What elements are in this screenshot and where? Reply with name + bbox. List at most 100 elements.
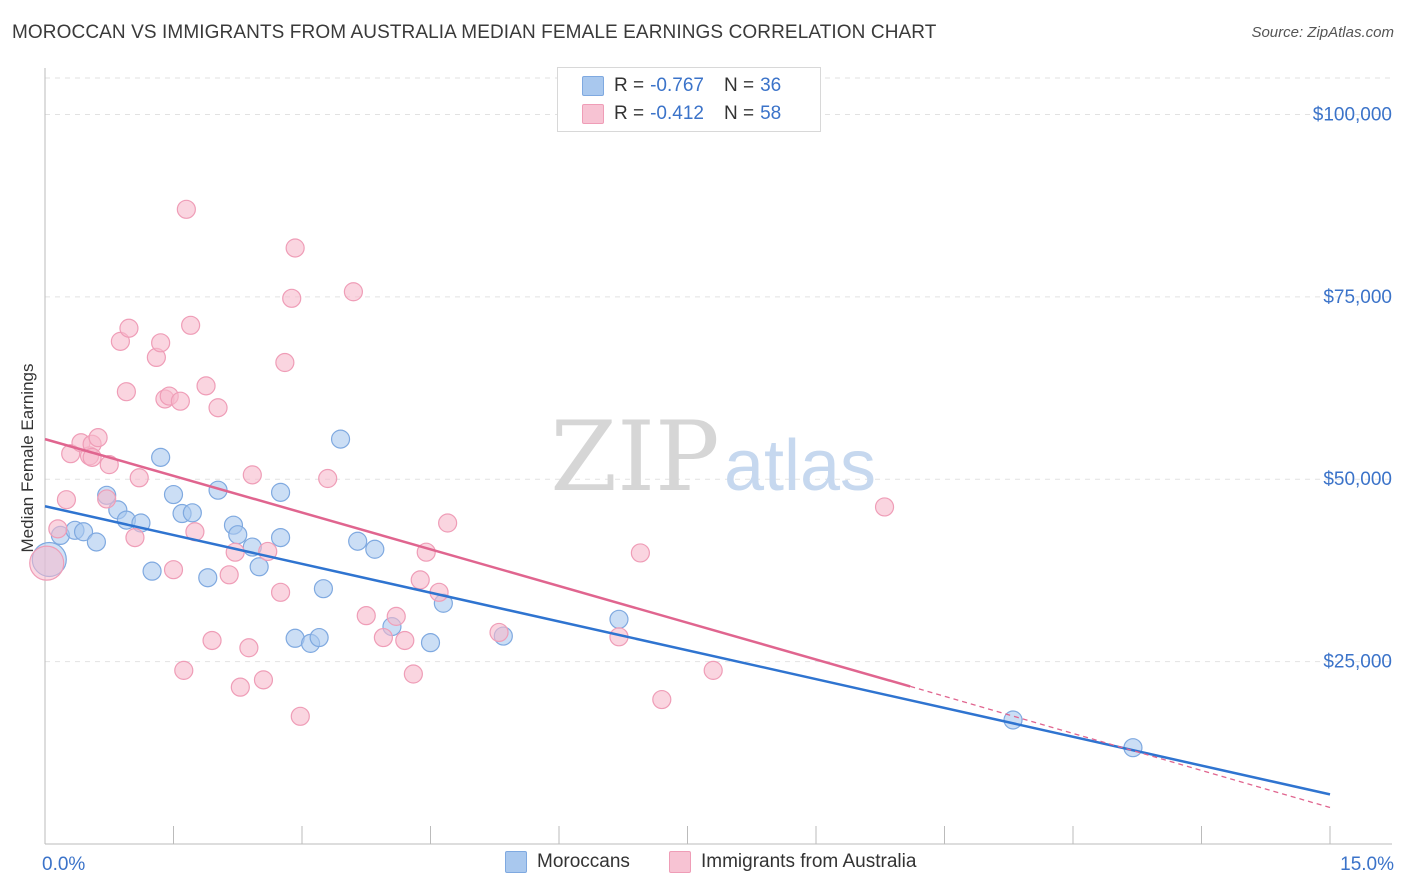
bottom-legend-label-moroccans: Moroccans xyxy=(537,851,630,872)
point-moroccans xyxy=(270,482,291,502)
point-australia xyxy=(125,527,145,548)
point-australia xyxy=(219,565,239,585)
point-moroccans xyxy=(420,633,441,653)
point-australia xyxy=(129,468,149,488)
legend-r-label: R = xyxy=(614,103,645,124)
legend-r-label: R = xyxy=(614,75,645,96)
point-moroccans xyxy=(365,539,385,559)
point-moroccans xyxy=(609,609,629,629)
point-moroccans xyxy=(270,527,291,548)
point-australia xyxy=(282,288,302,308)
point-australia xyxy=(395,630,415,651)
legend-n-value-australia: 58 xyxy=(760,103,782,124)
y-tick-label: $25,000 xyxy=(1323,652,1392,673)
point-australia xyxy=(285,238,305,258)
point-moroccans xyxy=(348,531,368,551)
source-label: Source: ZipAtlas.com xyxy=(1251,24,1394,41)
trend-line-australia xyxy=(44,437,911,688)
point-australia xyxy=(119,318,139,338)
point-australia xyxy=(239,638,259,658)
legend-row-moroccans: R = -0.767 N = 36 xyxy=(582,75,782,97)
point-australia xyxy=(48,519,68,539)
point-moroccans xyxy=(182,503,202,523)
point-australia xyxy=(270,582,291,602)
point-australia xyxy=(652,689,672,710)
axes xyxy=(44,68,1392,845)
bottom-legend-swatch-moroccans xyxy=(505,851,527,873)
x-tick-label-max: 15.0% xyxy=(1340,854,1394,875)
point-australia xyxy=(225,542,245,562)
trend-lines xyxy=(44,437,1331,809)
point-moroccans xyxy=(198,568,218,588)
point-moroccans xyxy=(228,525,248,545)
point-australia xyxy=(290,706,310,726)
point-australia xyxy=(208,398,228,418)
point-australia xyxy=(318,468,338,489)
point-australia xyxy=(410,570,430,590)
y-tick-label: $50,000 xyxy=(1323,469,1392,490)
point-moroccans xyxy=(249,557,269,577)
chart-title: MOROCCAN VS IMMIGRANTS FROM AUSTRALIA ME… xyxy=(12,22,937,43)
y-tick-label: $100,000 xyxy=(1313,104,1392,125)
point-australia xyxy=(88,428,108,448)
point-australia xyxy=(163,560,184,580)
point-australia xyxy=(29,545,65,581)
bottom-legend-label-australia: Immigrants from Australia xyxy=(701,851,917,872)
point-australia xyxy=(97,489,117,509)
legend-r-value-moroccans: -0.767 xyxy=(650,75,704,96)
point-australia xyxy=(489,622,509,643)
legend-row-australia: R = -0.412 N = 58 xyxy=(582,103,782,125)
point-australia xyxy=(343,282,363,302)
point-australia xyxy=(230,677,250,697)
point-australia xyxy=(275,352,295,373)
point-australia xyxy=(438,513,458,533)
point-australia xyxy=(630,543,650,563)
y-tick-label: $75,000 xyxy=(1323,287,1392,308)
watermark-atlas: atlas xyxy=(724,426,876,506)
point-australia xyxy=(174,660,194,680)
point-moroccans xyxy=(163,484,184,505)
x-tick-label-min: 0.0% xyxy=(42,854,85,875)
point-moroccans xyxy=(142,561,162,581)
point-australia xyxy=(176,199,196,219)
watermark-zip: ZIP xyxy=(550,401,719,513)
point-australia xyxy=(403,664,423,684)
point-australia xyxy=(151,333,171,353)
point-australia xyxy=(386,606,406,626)
point-moroccans xyxy=(73,522,94,542)
point-moroccans xyxy=(151,447,171,467)
legend-swatch-moroccans xyxy=(582,76,604,96)
bottom-legend-moroccans: Moroccans xyxy=(505,851,630,873)
point-australia xyxy=(703,660,723,680)
legend-r-value-australia: -0.412 xyxy=(650,103,704,124)
legend-swatch-australia xyxy=(582,104,604,124)
point-australia xyxy=(253,670,274,690)
point-moroccans xyxy=(309,627,329,648)
point-australia xyxy=(181,315,201,335)
stats-legend: R = -0.767 N = 36 R = -0.412 N = 58 xyxy=(557,67,821,132)
trend-line-australia-extrapolated xyxy=(910,685,1331,809)
trend-line-moroccans xyxy=(44,505,1331,796)
point-australia xyxy=(99,455,119,475)
gridlines xyxy=(45,77,1392,663)
watermark: ZIP atlas xyxy=(550,401,876,513)
point-australia xyxy=(196,376,216,396)
point-moroccans xyxy=(86,532,107,552)
point-australia xyxy=(116,382,136,402)
point-australia xyxy=(170,391,190,411)
legend-n-value-moroccans: 36 xyxy=(760,75,782,96)
legend-n-label: N = xyxy=(723,75,755,96)
point-australia xyxy=(356,606,376,626)
bottom-legend-swatch-australia xyxy=(669,851,691,873)
point-australia xyxy=(242,465,262,485)
legend-n-label: N = xyxy=(723,103,755,124)
point-moroccans xyxy=(313,579,334,599)
point-moroccans xyxy=(330,429,351,449)
point-australia xyxy=(202,630,222,651)
bottom-legend-australia: Immigrants from Australia xyxy=(669,851,916,873)
point-australia xyxy=(373,627,393,648)
point-australia xyxy=(56,490,77,510)
point-australia xyxy=(874,497,895,517)
tick-labels: $25,000 $50,000 $75,000 $100,000 0.0% 15.0% xyxy=(42,104,1394,875)
